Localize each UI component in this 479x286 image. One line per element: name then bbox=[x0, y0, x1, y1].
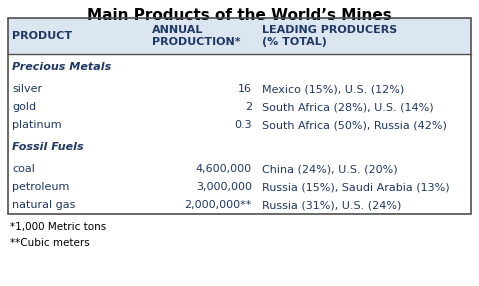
Text: 2,000,000**: 2,000,000** bbox=[184, 200, 252, 210]
Text: natural gas: natural gas bbox=[12, 200, 75, 210]
Text: *1,000 Metric tons: *1,000 Metric tons bbox=[10, 222, 106, 232]
Text: ANNUAL
PRODUCTION*: ANNUAL PRODUCTION* bbox=[152, 25, 240, 47]
Text: 16: 16 bbox=[238, 84, 252, 94]
Text: 0.3: 0.3 bbox=[234, 120, 252, 130]
Text: Russia (31%), U.S. (24%): Russia (31%), U.S. (24%) bbox=[262, 200, 401, 210]
Bar bbox=[8, 18, 471, 214]
Text: silver: silver bbox=[12, 84, 42, 94]
Text: PRODUCT: PRODUCT bbox=[12, 31, 72, 41]
Text: Mexico (15%), U.S. (12%): Mexico (15%), U.S. (12%) bbox=[262, 84, 404, 94]
Text: platinum: platinum bbox=[12, 120, 62, 130]
Text: China (24%), U.S. (20%): China (24%), U.S. (20%) bbox=[262, 164, 398, 174]
Text: Fossil Fuels: Fossil Fuels bbox=[12, 142, 84, 152]
Bar bbox=[8, 18, 471, 54]
Text: gold: gold bbox=[12, 102, 36, 112]
Text: 4,600,000: 4,600,000 bbox=[196, 164, 252, 174]
Text: Russia (15%), Saudi Arabia (13%): Russia (15%), Saudi Arabia (13%) bbox=[262, 182, 450, 192]
Text: Precious Metals: Precious Metals bbox=[12, 62, 111, 72]
Text: 2: 2 bbox=[245, 102, 252, 112]
Text: coal: coal bbox=[12, 164, 35, 174]
Text: **Cubic meters: **Cubic meters bbox=[10, 238, 90, 248]
Text: 3,000,000: 3,000,000 bbox=[196, 182, 252, 192]
Text: petroleum: petroleum bbox=[12, 182, 69, 192]
Text: South Africa (50%), Russia (42%): South Africa (50%), Russia (42%) bbox=[262, 120, 447, 130]
Text: Main Products of the World’s Mines: Main Products of the World’s Mines bbox=[87, 8, 391, 23]
Text: South Africa (28%), U.S. (14%): South Africa (28%), U.S. (14%) bbox=[262, 102, 433, 112]
Text: LEADING PRODUCERS
(% TOTAL): LEADING PRODUCERS (% TOTAL) bbox=[262, 25, 397, 47]
